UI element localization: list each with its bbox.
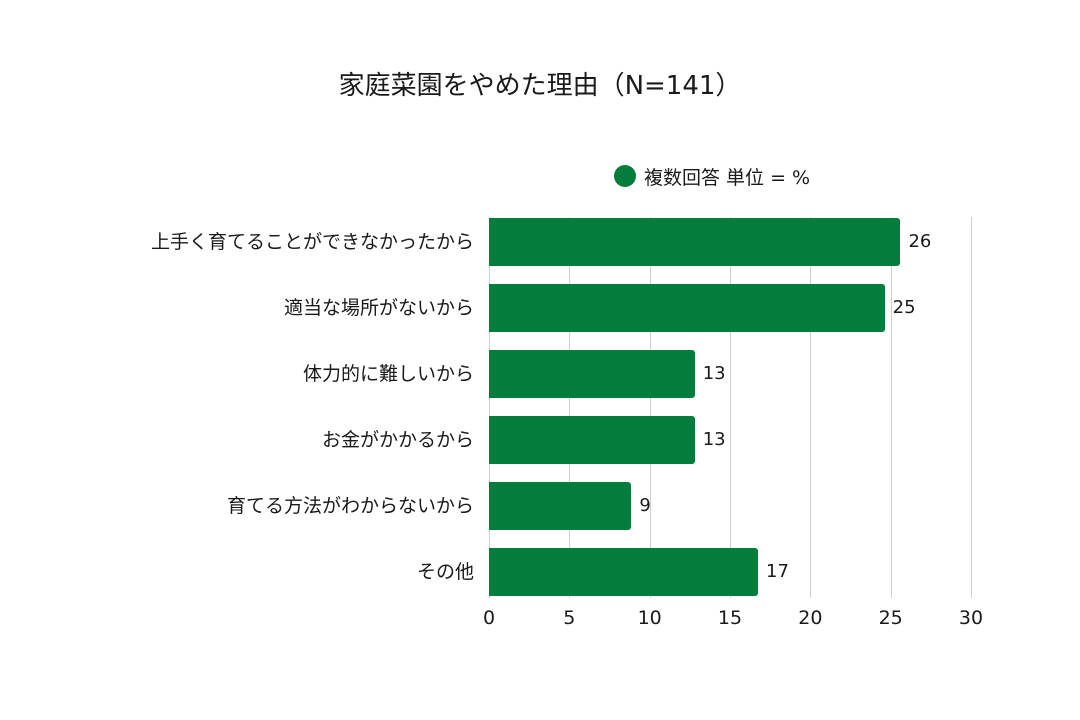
category-label: 育てる方法がわからないから: [226, 495, 474, 517]
bar-value-label: 25: [892, 297, 916, 318]
bar: [489, 548, 759, 596]
x-tick-label: 30: [958, 607, 984, 629]
legend-swatch-icon: [614, 165, 636, 187]
category-label: 体力的に難しいから: [302, 363, 474, 385]
category-label: 適当な場所がないから: [283, 297, 474, 319]
x-tick-label: 20: [798, 607, 823, 629]
category-label: 上手く育てることができなかったから: [150, 231, 474, 253]
chart-title: 家庭菜園をやめた理由（N=141）: [338, 71, 742, 101]
gridline: [569, 217, 570, 598]
bar-value-label: 9: [639, 495, 651, 516]
bar-value-label: 13: [702, 429, 726, 450]
x-tick-label: 10: [637, 607, 662, 629]
x-tick-label: 0: [482, 607, 496, 629]
bar-value-label: 13: [702, 363, 726, 384]
category-label: お金がかかるから: [321, 429, 474, 451]
legend-label: 複数回答 単位 = %: [644, 166, 811, 189]
x-tick-label: 15: [717, 607, 743, 629]
category-label: その他: [416, 561, 474, 583]
bar: [489, 416, 695, 464]
bar: [489, 218, 901, 266]
gridline: [971, 217, 972, 598]
plot-area: 26 25 13 13 9 17: [489, 217, 972, 598]
bar: [489, 284, 885, 332]
x-tick-label: 25: [878, 607, 903, 629]
gridline: [730, 217, 731, 598]
gridline: [891, 217, 892, 598]
gridline: [810, 217, 811, 598]
x-tick-label: 5: [563, 607, 576, 629]
gridline: [489, 217, 490, 598]
bar-value-label: 26: [908, 231, 932, 252]
bar-value-label: 17: [766, 561, 789, 582]
legend: 複数回答 単位 = %: [614, 161, 810, 191]
gridline: [650, 217, 651, 598]
bar: [489, 482, 632, 530]
bar: [489, 350, 695, 398]
